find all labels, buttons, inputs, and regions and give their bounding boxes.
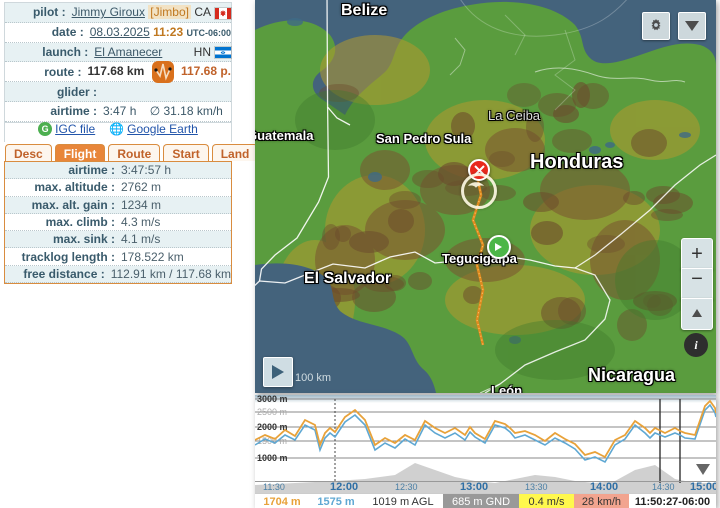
svg-text:2500 m: 2500 m	[257, 407, 287, 417]
svg-text:1000 m: 1000 m	[257, 453, 288, 463]
svg-text:2000 m: 2000 m	[257, 422, 288, 432]
svg-text:3000 m: 3000 m	[257, 395, 288, 404]
